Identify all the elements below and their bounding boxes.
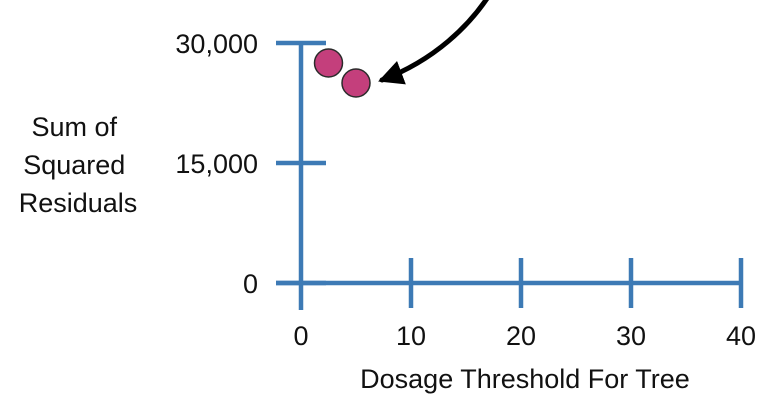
x-axis-title: Dosage Threshold For Tree bbox=[360, 364, 690, 394]
tick-labels: 0 15,000 30,000 0 10 20 30 40 bbox=[175, 29, 756, 351]
annotations bbox=[378, 0, 489, 85]
y-axis-title: Sum of Squared Residuals bbox=[19, 112, 138, 218]
y-tick-label: 30,000 bbox=[175, 29, 258, 59]
ticks bbox=[276, 40, 744, 308]
axes bbox=[276, 41, 743, 310]
x-tick-label: 0 bbox=[293, 321, 308, 351]
data-point bbox=[341, 68, 371, 98]
y-axis-title-line-3: Residuals bbox=[19, 188, 138, 218]
x-tick-label: 10 bbox=[396, 321, 426, 351]
x-tick-label: 40 bbox=[726, 321, 756, 351]
x-tick-label: 20 bbox=[506, 321, 536, 351]
annotation-arrow bbox=[378, 0, 489, 85]
y-axis-title-line-2: Squared bbox=[23, 150, 125, 180]
data-points bbox=[313, 48, 371, 98]
y-tick-label: 0 bbox=[243, 269, 258, 299]
y-tick-label: 15,000 bbox=[175, 149, 258, 179]
data-point bbox=[313, 48, 344, 78]
x-tick-label: 30 bbox=[616, 321, 646, 351]
y-axis-title-line-1: Sum of bbox=[31, 112, 117, 142]
